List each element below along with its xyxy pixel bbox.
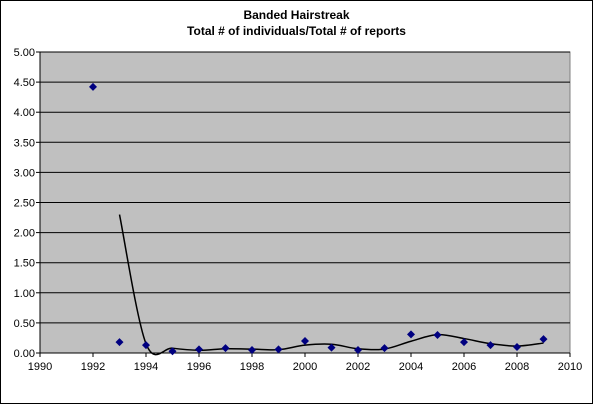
- data-point: [407, 330, 415, 339]
- chart-title: Banded Hairstreak: [243, 8, 350, 22]
- x-tick-label: 1998: [240, 361, 264, 373]
- data-point: [248, 345, 256, 354]
- y-tick-label: 4.50: [14, 77, 35, 89]
- data-point: [513, 342, 521, 351]
- y-axis: 0.00 0.50 1.00 1.50 2.00 2.50 3.00 3.50 4.00 4.50…: [14, 47, 41, 360]
- trendline: [118, 214, 544, 356]
- data-point: [380, 344, 389, 353]
- data-point: [168, 347, 177, 356]
- x-tick-label: 1994: [134, 361, 158, 373]
- x-tick-label: 2000: [293, 361, 317, 373]
- y-tick-label: 2.00: [14, 228, 35, 240]
- data-point: [221, 344, 230, 353]
- data-point: [301, 336, 309, 345]
- x-tick-label: 2010: [558, 361, 582, 373]
- data-point: [327, 343, 336, 352]
- x-tick-label: 2002: [346, 361, 370, 373]
- y-tick-label: 3.50: [14, 137, 35, 149]
- data-point: [354, 345, 362, 354]
- data-point: [433, 330, 442, 339]
- x-axis: 1990 1992 1994 1996 1998 2000 2002 2004 2006 2008…: [28, 352, 582, 373]
- y-tick-label: 1.50: [14, 258, 35, 270]
- data-point: [115, 338, 124, 347]
- chart-subtitle: Total # of individuals/Total # of report…: [187, 24, 406, 38]
- data-point: [539, 335, 548, 344]
- y-tick-label: 2.50: [14, 198, 35, 210]
- y-tick-label: 1.00: [14, 288, 35, 300]
- grid-lines: [40, 51, 570, 324]
- x-tick-label: 2008: [505, 361, 529, 373]
- x-tick-label: 2006: [452, 361, 476, 373]
- x-tick-label: 1990: [28, 361, 52, 373]
- data-point: [195, 345, 203, 354]
- x-tick-label: 2004: [399, 361, 423, 373]
- x-tick-label: 1996: [187, 361, 211, 373]
- x-tick-label: 1992: [81, 361, 105, 373]
- y-tick-label: 3.00: [14, 167, 35, 179]
- y-tick-label: 4.00: [14, 107, 35, 119]
- data-point: [274, 345, 283, 354]
- series-layer: [89, 82, 548, 356]
- y-tick-label: 0.00: [14, 348, 35, 360]
- data-point: [460, 338, 468, 347]
- y-tick-label: 0.50: [14, 318, 35, 330]
- data-point: [486, 341, 495, 350]
- y-tick-label: 5.00: [14, 47, 35, 59]
- data-point: [142, 341, 150, 350]
- data-point: [89, 82, 97, 91]
